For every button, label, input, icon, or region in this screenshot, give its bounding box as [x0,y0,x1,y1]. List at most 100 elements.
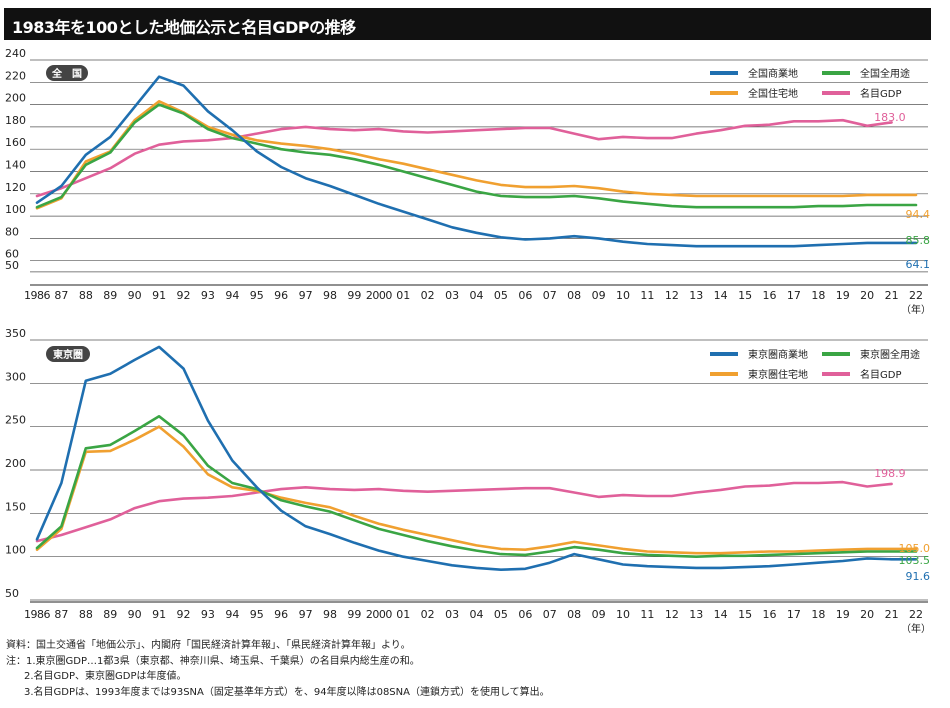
x-tick-label: 05 [494,289,508,302]
x-tick-label: 13 [689,608,703,621]
x-tick-label: 88 [79,608,93,621]
legend-label: 全国全用途 [860,67,910,80]
series-line-2 [35,425,918,555]
series-line-0 [35,75,918,248]
x-tick-label: 94 [225,608,239,621]
tokyo-area-chart-panel: 50 100 150 200 250 300 350 1986 87 88 89 90 91 92 93 94… [5,327,931,635]
end-value-label: 91.6 [906,570,931,583]
panel-badge [46,65,88,81]
x-tick-label: 97 [299,289,313,302]
x-tick-label: 19 [836,289,850,302]
x-tick-label: 19 [836,608,850,621]
y-tick-label: 50 [5,259,19,272]
legend-label: 全国住宅地 [748,87,798,100]
x-tick-label: 94 [225,289,239,302]
x-tick-label: 2000 [366,608,392,621]
x-tick-label: 03 [445,608,459,621]
x-tick-label: 91 [152,289,166,302]
legend-label: 名目GDP [860,87,901,100]
x-tick-label: 18 [811,608,825,621]
x-tick-label: 93 [201,608,215,621]
x-tick-label: 89 [103,289,117,302]
legend-label: 全国商業地 [748,67,798,80]
y-tick-label: 180 [5,114,26,127]
x-tick-label: 99 [347,289,361,302]
x-tick-label: 07 [543,289,557,302]
x-tick-label: 88 [79,289,93,302]
y-tick-label: 220 [5,69,26,82]
x-tick-label: 02 [421,289,435,302]
x-tick-label: 17 [787,289,801,302]
x-tick-label: 02 [421,608,435,621]
note-1: 注：1.東京圏GDP…1都3県（東京都、神奈川県、埼玉県、千葉県）の名目県内総生… [6,655,420,667]
x-tick-label: 90 [128,289,142,302]
x-tick-label: 15 [738,289,752,302]
x-tick-label: 87 [54,608,68,621]
x-tick-label: 07 [543,608,557,621]
end-value-label: 94.4 [906,208,931,221]
x-tick-label: 22 [909,289,923,302]
panel-badge [46,346,90,362]
x-tick-label: 95 [250,608,264,621]
x-tick-label: 97 [299,608,313,621]
y-tick-label: 350 [5,327,26,340]
x-tick-label: 93 [201,289,215,302]
x-tick-label: 87 [54,289,68,302]
legend-label: 東京圏全用途 [860,348,920,361]
x-tick-label: 96 [274,608,288,621]
y-tick-label: 240 [5,47,26,60]
x-tick-label: 99 [347,608,361,621]
x-tick-label: 06 [518,289,532,302]
x-tick-label: 14 [714,289,728,302]
x-tick-label: 09 [592,289,606,302]
x-tick-label: 11 [640,289,654,302]
chart-title: 1983年を100とした地価公示と名目GDPの推移 [12,18,356,37]
end-value-label: 183.0 [874,111,906,124]
x-tick-label: 16 [763,608,777,621]
note-2: 2.名目GDP、東京圏GDPは年度値。 [24,671,187,682]
y-tick-label: 250 [5,414,26,427]
y-tick-label: 150 [5,500,26,513]
x-tick-label: 90 [128,608,142,621]
y-tick-label: 60 [5,248,19,261]
end-value-label: 198.9 [874,467,906,480]
series-line-1 [35,415,918,558]
x-tick-label: 2000 [366,289,392,302]
x-tick-label: 03 [445,289,459,302]
x-tick-label: 21 [885,289,899,302]
series-line-3 [35,480,893,543]
series-line-1 [35,103,918,209]
x-tick-label: 08 [567,608,581,621]
x-tick-label: 21 [885,608,899,621]
x-tick-label: 10 [616,608,630,621]
y-tick-label: 300 [5,370,26,383]
y-tick-label: 80 [5,225,19,238]
y-tick-label: 160 [5,136,26,149]
x-tick-label: 11 [640,608,654,621]
x-tick-label: 09 [592,608,606,621]
title-bar: 1983年を100とした地価公示と名目GDPの推移 [4,8,931,40]
x-tick-label: 01 [396,289,410,302]
x-tick-label: 91 [152,608,166,621]
x-tick-label: 04 [470,289,484,302]
x-tick-label: 89 [103,608,117,621]
y-tick-label: 100 [5,203,26,216]
legend-label: 名目GDP [860,368,901,381]
x-tick-label: 1986 [24,289,50,302]
y-tick-label: 100 [5,544,26,557]
y-tick-label: 140 [5,159,26,172]
end-value-label: 103.5 [899,554,931,567]
x-tick-label: 95 [250,289,264,302]
x-tick-label: 1986 [24,608,50,621]
y-tick-label: 200 [5,457,26,470]
end-value-label: 105.0 [899,542,931,555]
x-unit-label: （年） [901,622,931,635]
panel-label: 全 国 [51,67,82,80]
x-tick-label: 20 [860,289,874,302]
x-tick-label: 98 [323,608,337,621]
y-tick-label: 120 [5,181,26,194]
x-tick-label: 96 [274,289,288,302]
x-tick-label: 98 [323,289,337,302]
x-tick-label: 22 [909,608,923,621]
